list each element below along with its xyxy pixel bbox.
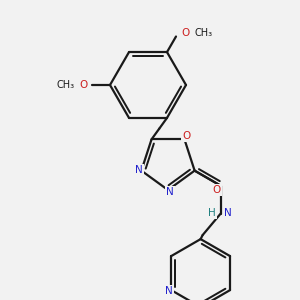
Text: CH₃: CH₃ <box>57 80 75 90</box>
Text: N: N <box>224 208 232 218</box>
Text: N: N <box>136 165 143 175</box>
Text: H: H <box>208 208 215 218</box>
Text: O: O <box>212 184 221 195</box>
Text: N: N <box>165 286 173 296</box>
Text: O: O <box>182 131 190 141</box>
Text: O: O <box>182 28 190 38</box>
Text: CH₃: CH₃ <box>195 28 213 38</box>
Text: O: O <box>80 80 88 90</box>
Text: N: N <box>166 187 174 197</box>
